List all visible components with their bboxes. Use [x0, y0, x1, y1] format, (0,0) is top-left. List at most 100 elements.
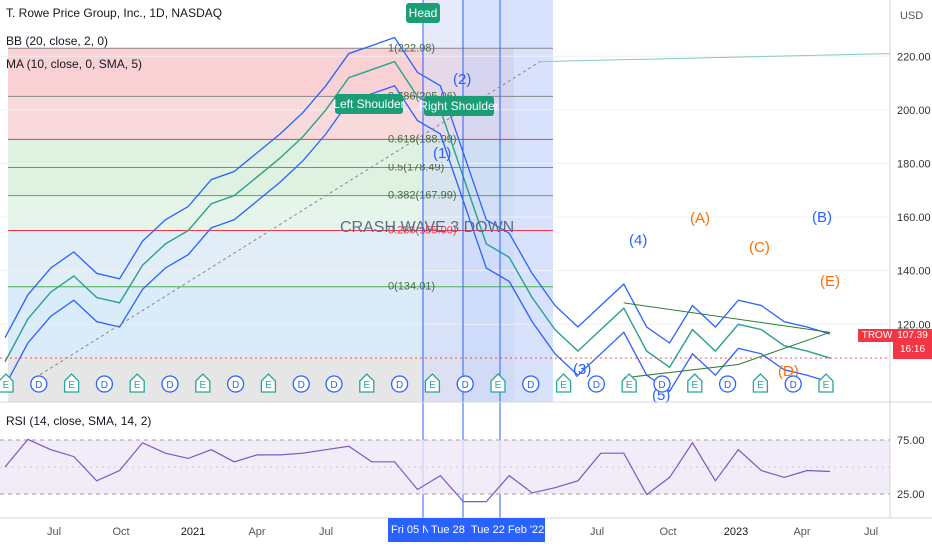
date-flag-2[interactable]: Tue 28 Dec '21: [428, 518, 472, 542]
time-range-highlight: [423, 0, 463, 402]
dividend-marker: [522, 375, 540, 393]
rsi-axis-tick: 25.00: [897, 489, 925, 501]
grid: [0, 55, 890, 325]
ticker-badge: TROW: [858, 329, 896, 342]
wedge-lines: [623, 302, 831, 379]
dividend-marker: [587, 375, 606, 393]
date-flag-3[interactable]: Tue 22 Feb '22: [468, 518, 545, 542]
dividend-marker: [653, 375, 671, 393]
earnings-marker: [195, 373, 211, 393]
wave-label: (E): [820, 273, 840, 290]
event-marker-label: D: [330, 380, 337, 391]
last-price-badge: 107.39 16:16: [893, 329, 932, 359]
event-marker-label: E: [757, 380, 764, 391]
earnings-marker: [555, 373, 572, 393]
bb-indicator-label[interactable]: BB (20, close, 2, 0): [6, 34, 109, 48]
annotation-text: Right Shoulder: [419, 99, 498, 113]
time-axis-tick: 2023: [724, 526, 748, 538]
event-marker-label: D: [462, 380, 469, 391]
event-marker-label: D: [396, 380, 403, 391]
ma-indicator-label[interactable]: MA (10, close, 0, SMA, 5): [6, 57, 143, 71]
time-axis-tick: Apr: [248, 526, 265, 538]
bollinger-upper: [4, 36, 831, 344]
price-axis-tick: 160.00: [897, 212, 931, 224]
dividend-marker: [161, 375, 179, 393]
event-marker-label: E: [495, 380, 502, 391]
earnings-marker: [260, 373, 277, 393]
earnings-marker: [818, 373, 834, 393]
price-axis-tick: 140.00: [897, 266, 931, 278]
dividend-marker: [30, 375, 48, 393]
event-marker-label: D: [166, 380, 173, 391]
currency-label: USD: [900, 10, 924, 22]
earnings-marker: [687, 373, 703, 393]
price-series: [0, 36, 890, 393]
fib-level-label: 0.382(167.99): [388, 190, 457, 202]
rsi-pane: [0, 401, 932, 503]
wave-label: (1): [433, 145, 451, 162]
time-axis-tick: Jul: [590, 526, 604, 538]
axes: 120.00 140.00 160.00 180.00 200.00 220.00 75.0…: [0, 0, 932, 538]
time-range-highlight: [463, 0, 553, 402]
last-price: 107.39: [897, 330, 928, 341]
wave-label: (3): [573, 361, 591, 378]
event-marker-label: D: [658, 380, 665, 391]
earnings-marker: [752, 373, 769, 393]
event-marker-label: D: [593, 380, 600, 391]
date-flag-1[interactable]: Fri 05 Nov '21: [388, 518, 432, 542]
dividend-marker: [95, 375, 114, 393]
price-axis-tick: 120.00: [897, 319, 931, 331]
event-marker-label: D: [527, 380, 534, 391]
event-marker-label: D: [35, 380, 42, 391]
earnings-marker: [490, 373, 506, 393]
event-marker-label: E: [691, 380, 698, 391]
fib-level-label: 0(134.01): [388, 281, 435, 293]
time-axis-tick: Jul: [864, 526, 878, 538]
event-marker-label: E: [363, 380, 370, 391]
fib-level-label: 0.236(155.00): [388, 224, 457, 236]
fib-level-label: 0.5(178.49): [388, 162, 444, 174]
wave-label: (B): [812, 209, 832, 226]
time-axis-tick: Oct: [659, 526, 676, 538]
chart-title: T. Rowe Price Group, Inc., 1D, NASDAQ: [6, 6, 223, 20]
time-axis-tick: Jul: [47, 526, 61, 538]
earnings-marker: [621, 373, 637, 393]
time-axis-tick: Jul: [319, 526, 333, 538]
event-marker-label: E: [68, 380, 75, 391]
dividend-marker: [718, 375, 737, 393]
rsi-indicator-label[interactable]: RSI (14, close, SMA, 14, 2): [6, 414, 152, 428]
event-marker-label: D: [298, 380, 305, 391]
dividend-marker: [226, 375, 245, 393]
event-marker-label: E: [265, 380, 272, 391]
dividend-marker: [784, 375, 802, 393]
dividend-marker: [292, 375, 310, 393]
rsi-axis-tick: 75.00: [897, 435, 925, 447]
annotation-text: Left Shoulder: [333, 97, 404, 111]
price-axis-tick: 200.00: [897, 105, 931, 117]
event-marker-label: E: [560, 380, 567, 391]
event-marker-label: E: [134, 380, 141, 391]
price-axis-tick: 180.00: [897, 158, 931, 170]
annotation-text: Head: [409, 6, 438, 20]
time-axis-tick: 2021: [181, 526, 205, 538]
event-marker-label: E: [429, 380, 436, 391]
event-marker-label: D: [101, 380, 108, 391]
event-marker-label: E: [626, 380, 633, 391]
earnings-marker: [63, 373, 80, 393]
bar-countdown: 16:16: [899, 344, 926, 355]
price-axis-tick: 220.00: [897, 51, 931, 63]
event-marker-label: E: [823, 380, 830, 391]
wave-label: (C): [749, 239, 770, 256]
bollinger-lower: [4, 85, 831, 393]
annotation-badge: [424, 96, 494, 116]
trend-line: [539, 53, 891, 63]
crash-label: CRASH WAVE 3 DOWN: [340, 219, 514, 236]
wave-label: (A): [690, 210, 710, 227]
dividend-marker: [456, 375, 474, 393]
wave-label: (2): [453, 71, 471, 88]
event-marker-label: D: [232, 380, 239, 391]
earnings-marker: [129, 373, 145, 393]
time-axis-tick: Apr: [793, 526, 810, 538]
